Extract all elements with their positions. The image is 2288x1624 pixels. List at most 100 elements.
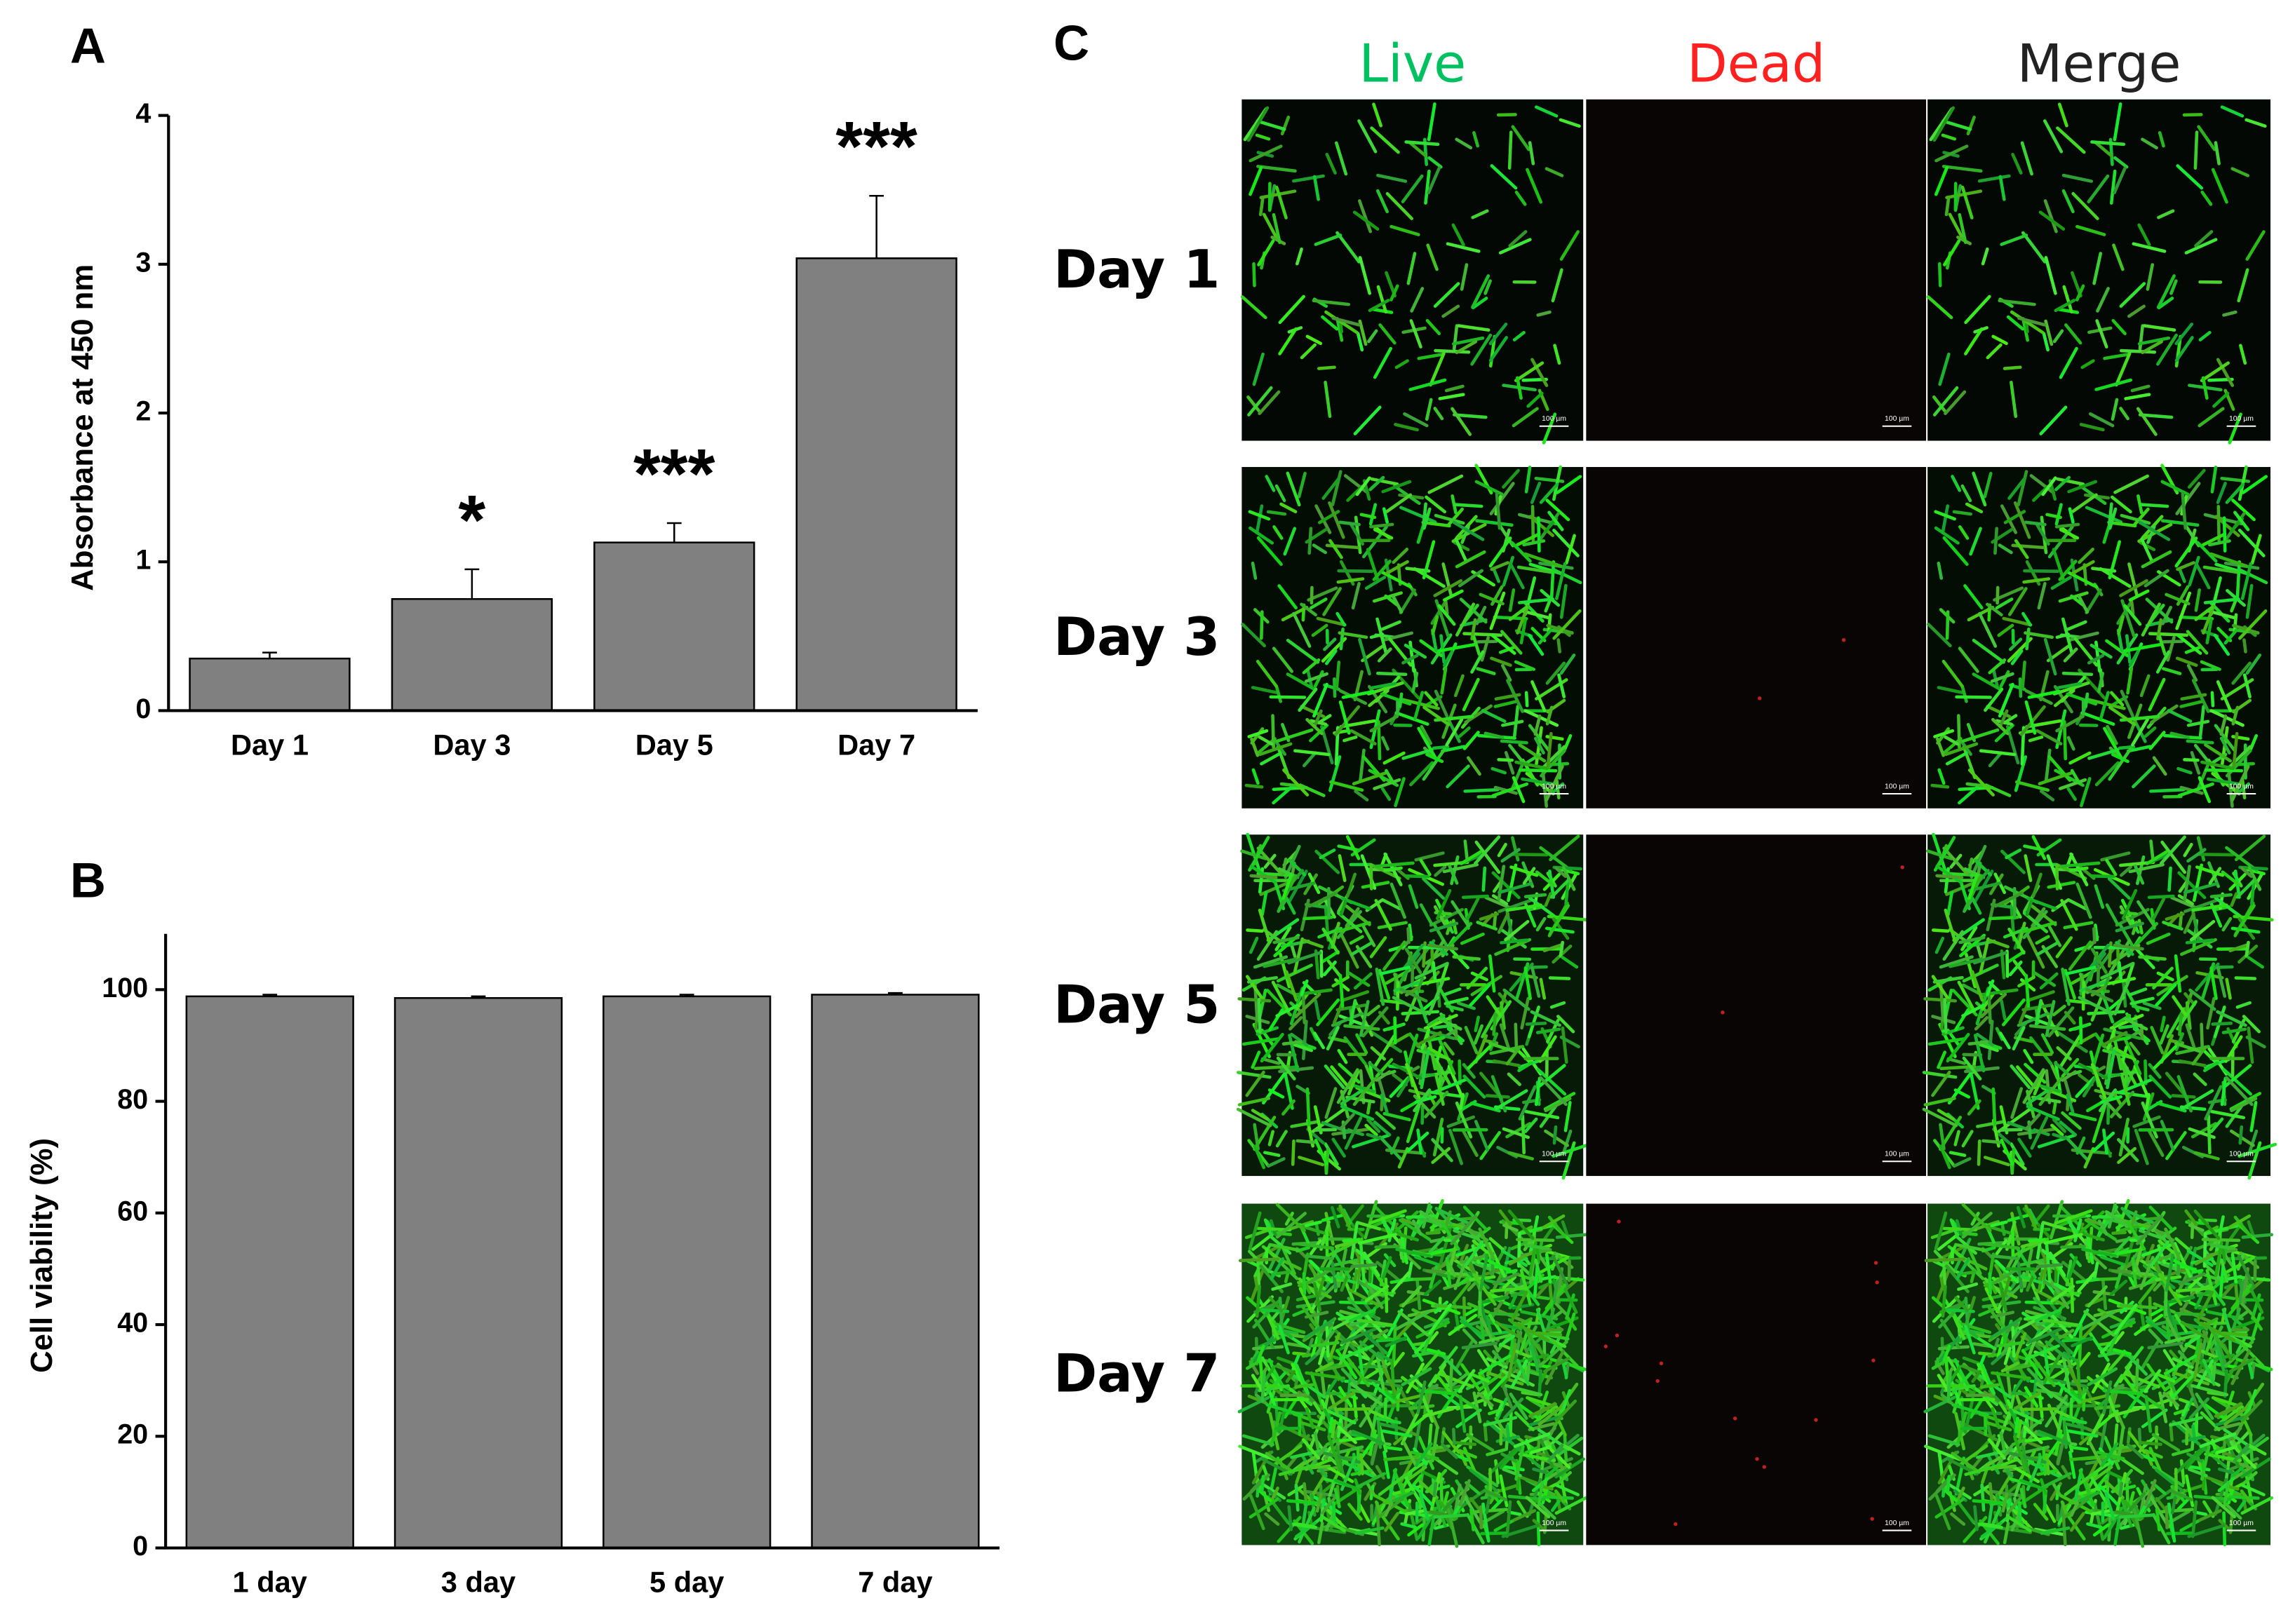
cell bbox=[2142, 1001, 2162, 1010]
cell bbox=[1342, 735, 1358, 743]
cell bbox=[1937, 768, 1946, 785]
cell bbox=[1392, 548, 1409, 564]
cell bbox=[1296, 1242, 1335, 1250]
cell bbox=[2129, 1041, 2141, 1056]
cell bbox=[2156, 333, 2178, 366]
cell bbox=[2175, 591, 2192, 630]
cell bbox=[1352, 1077, 1377, 1107]
cell bbox=[2237, 1408, 2253, 1437]
cell bbox=[1408, 923, 1413, 942]
cell bbox=[2094, 884, 2105, 909]
cell bbox=[2182, 113, 2203, 117]
cell bbox=[1268, 1296, 1284, 1313]
cell bbox=[2152, 756, 2167, 776]
cell bbox=[2233, 914, 2274, 922]
cell bbox=[1247, 729, 1269, 738]
cell bbox=[2122, 1374, 2137, 1394]
cell bbox=[1335, 661, 1341, 690]
cell bbox=[1240, 849, 1267, 860]
cell bbox=[1924, 1257, 1966, 1262]
cell bbox=[1508, 562, 1525, 590]
cell bbox=[1257, 997, 1262, 1034]
cell bbox=[1431, 1146, 1451, 1164]
cell bbox=[2021, 317, 2030, 342]
cell bbox=[2105, 639, 2129, 658]
cell bbox=[1404, 643, 1427, 659]
cell bbox=[2149, 1240, 2170, 1268]
cell bbox=[1502, 1223, 1519, 1232]
cell bbox=[1366, 1004, 1380, 1017]
cell bbox=[1423, 1013, 1458, 1030]
cell bbox=[2145, 1319, 2168, 1335]
cell bbox=[2221, 916, 2233, 932]
cell bbox=[1432, 1363, 1447, 1383]
cell bbox=[1548, 976, 1571, 980]
cell bbox=[1944, 196, 1951, 217]
cell bbox=[1385, 191, 1413, 220]
cell bbox=[2019, 1478, 2044, 1490]
cell bbox=[1378, 1422, 1402, 1430]
cell bbox=[2193, 130, 2199, 170]
cell bbox=[1424, 691, 1439, 707]
scale-bar-label: 100 µm bbox=[1885, 1520, 1909, 1527]
cell bbox=[1352, 1133, 1391, 1149]
cell bbox=[1466, 1513, 1485, 1545]
cell bbox=[2079, 1016, 2083, 1045]
cell bbox=[2066, 736, 2075, 751]
cell bbox=[2155, 1508, 2161, 1531]
cell bbox=[2054, 503, 2063, 526]
cell bbox=[1521, 1324, 1543, 1355]
cell bbox=[2223, 1480, 2230, 1507]
cell bbox=[2099, 1255, 2126, 1266]
cell bbox=[1413, 567, 1446, 588]
cell bbox=[1396, 1076, 1411, 1098]
cell bbox=[1325, 649, 1338, 665]
cell bbox=[1986, 1224, 2017, 1236]
cell bbox=[1991, 1471, 2014, 1505]
cell bbox=[1260, 891, 1268, 916]
cell bbox=[2187, 1383, 2199, 1409]
cell bbox=[1286, 672, 1316, 691]
cell bbox=[1340, 900, 1347, 916]
cell bbox=[1507, 1072, 1521, 1086]
cell bbox=[1277, 1515, 1302, 1543]
cell bbox=[1376, 285, 1388, 314]
cell bbox=[1977, 1042, 1999, 1053]
cell bbox=[1945, 1308, 1975, 1313]
cell bbox=[2061, 1111, 2082, 1130]
cell bbox=[1488, 1237, 1505, 1251]
cell bbox=[2038, 771, 2073, 785]
cell bbox=[2091, 1466, 2113, 1482]
cell bbox=[2128, 589, 2150, 602]
cell bbox=[2079, 980, 2106, 993]
cell bbox=[1427, 979, 1445, 1016]
cell bbox=[1542, 1357, 1570, 1373]
cell bbox=[1250, 737, 1260, 757]
cell bbox=[2137, 919, 2144, 935]
cell bbox=[1419, 858, 1432, 877]
cell bbox=[1340, 933, 1359, 969]
cell bbox=[2141, 137, 2158, 150]
cell bbox=[2221, 1284, 2234, 1298]
cell bbox=[2176, 164, 2204, 190]
cell bbox=[2120, 1074, 2131, 1107]
cell bbox=[2148, 677, 2166, 712]
cell bbox=[2100, 961, 2135, 980]
cell bbox=[1979, 1383, 2000, 1389]
dead-cell bbox=[1870, 1517, 1874, 1521]
cell bbox=[1431, 615, 1439, 635]
cell bbox=[1253, 1274, 1259, 1291]
cell bbox=[2047, 881, 2076, 889]
cell bbox=[2028, 1208, 2038, 1225]
cell bbox=[2010, 1147, 2016, 1175]
cell bbox=[1317, 365, 1336, 370]
cell bbox=[2016, 1065, 2037, 1090]
cell bbox=[2068, 507, 2075, 524]
cell bbox=[1338, 700, 1351, 735]
cell bbox=[1518, 768, 1558, 773]
cell bbox=[1923, 997, 1958, 1003]
cell bbox=[1461, 1129, 1479, 1157]
cell bbox=[1271, 714, 1275, 750]
cell bbox=[1988, 1482, 1993, 1503]
cell bbox=[2230, 167, 2250, 177]
